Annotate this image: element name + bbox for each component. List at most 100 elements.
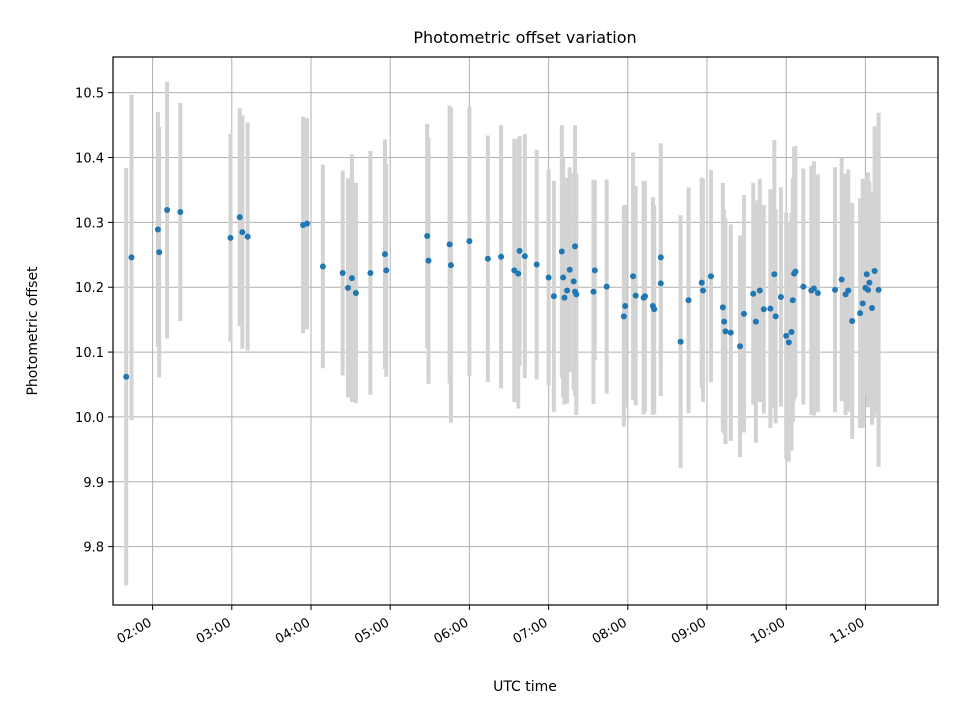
data-point [558,248,565,255]
data-point [236,214,243,221]
data-point [352,290,359,297]
data-point [700,287,707,294]
data-point [865,286,872,293]
data-point [630,273,637,280]
data-point [740,310,747,317]
data-point [869,304,875,311]
data-point [521,253,528,260]
data-point [863,271,870,278]
data-point [573,291,580,298]
data-point [572,243,578,250]
y-tick-label: 9.8 [83,541,104,556]
data-point [425,257,432,264]
data-point [849,317,856,324]
data-point [810,285,817,292]
data-point [685,297,692,304]
data-point [590,288,597,295]
data-point [622,303,629,310]
data-point [677,338,684,345]
data-point [545,274,552,281]
x-axis-label: UTC time [493,679,557,695]
data-point [498,253,505,260]
data-point [771,271,778,278]
data-point [832,286,839,293]
data-point [164,207,171,214]
data-point [339,269,346,276]
data-point [772,313,779,320]
data-point [707,273,714,280]
data-point [767,305,774,312]
data-point [752,318,759,325]
data-point [657,280,664,287]
data-point [632,292,639,299]
data-point [244,233,251,240]
data-point [760,306,767,313]
data-points [123,207,882,380]
data-point [239,229,246,236]
data-point [561,294,568,301]
data-point [367,269,374,276]
data-point [838,276,845,283]
y-tick-label: 10.2 [75,281,104,296]
data-point [719,304,726,311]
data-point [789,297,796,304]
y-tick-label: 10.4 [75,152,104,167]
data-point [304,220,311,227]
data-point [845,287,852,294]
data-point [424,232,431,239]
data-point [721,318,728,325]
y-axis-label: Photometric offset [25,266,41,396]
chart-title: Photometric offset variation [413,28,636,47]
data-point [783,332,790,339]
data-point [641,293,648,300]
data-point [792,268,799,275]
y-tick-label: 10.3 [75,216,104,231]
y-tick-label: 9.9 [83,476,104,491]
data-point [859,300,866,307]
y-tick-label: 10.0 [75,411,104,426]
data-point [875,286,882,293]
data-point [550,293,557,300]
data-point [657,254,664,261]
data-point [756,287,763,294]
data-point [319,263,326,270]
data-point [722,328,729,335]
data-point [447,262,454,269]
data-point [857,310,864,317]
data-point [515,270,522,277]
data-point [866,279,873,286]
data-point [727,329,734,336]
data-point [566,266,573,273]
data-point [381,251,388,258]
data-point [564,287,571,294]
data-point [591,267,598,274]
data-point [446,241,453,248]
data-point [800,283,807,290]
data-point [570,278,577,285]
data-point [227,234,234,241]
y-tick-label: 10.5 [75,87,104,102]
data-point [785,339,792,346]
data-point [511,267,518,274]
data-point [560,274,567,281]
data-point [651,306,658,313]
data-point [533,261,540,268]
data-point [123,373,130,380]
data-point [383,267,390,274]
data-point [603,283,610,290]
data-point [788,328,795,335]
data-point [154,226,161,233]
data-point [620,313,627,320]
data-point [871,268,878,275]
data-point [516,247,523,254]
data-point [177,208,184,215]
data-point [698,279,705,286]
data-point [156,249,163,256]
data-point [750,290,757,297]
data-point [344,284,351,291]
data-point [814,290,821,297]
plot-frame [112,56,939,606]
data-point [348,275,355,282]
data-point [737,343,743,350]
